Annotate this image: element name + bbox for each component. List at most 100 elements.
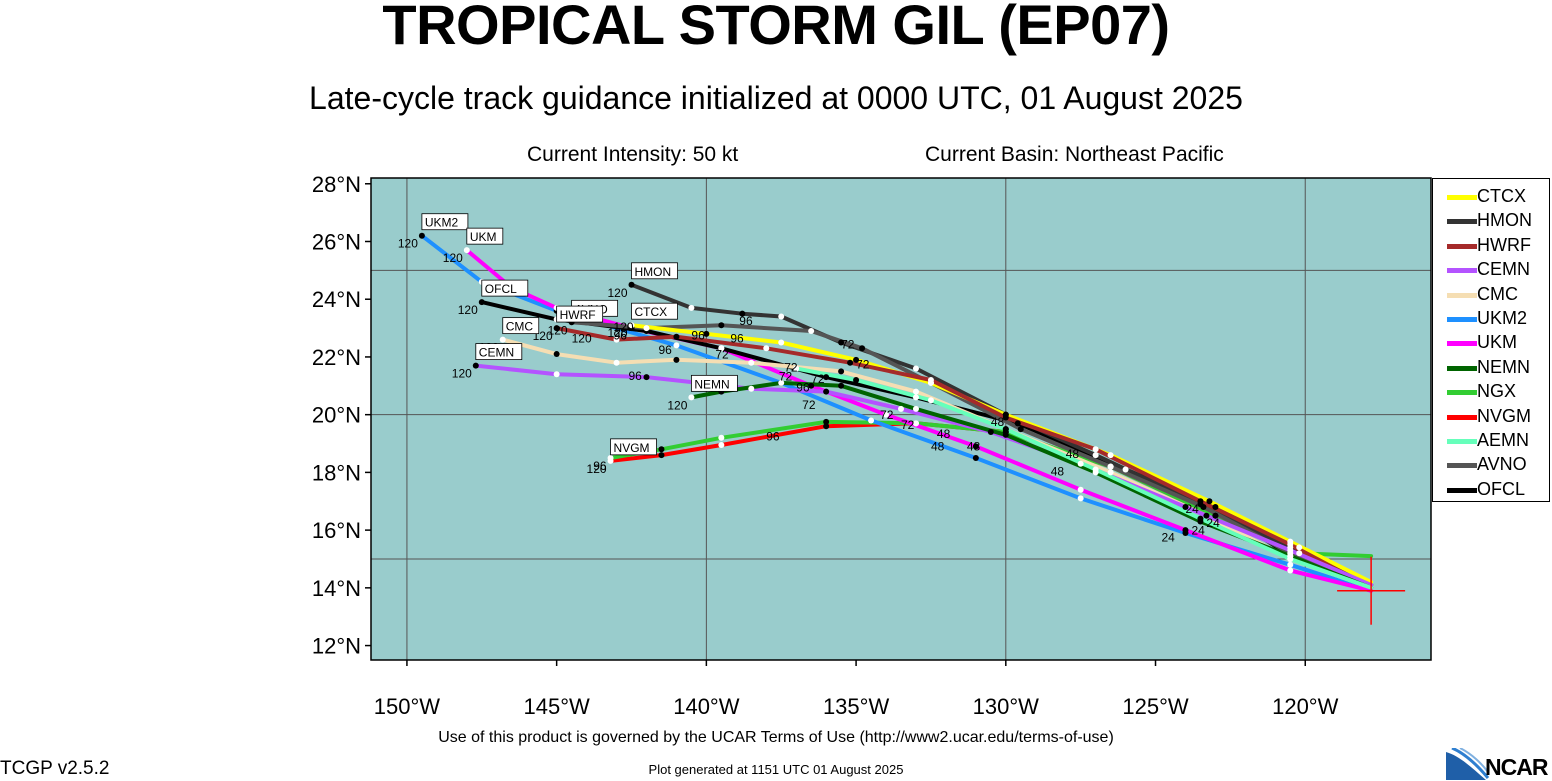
forecast-hour-label: 24 bbox=[1185, 502, 1199, 516]
forecast-hour-label: 96 bbox=[739, 314, 753, 328]
legend-label: UKM2 bbox=[1477, 308, 1528, 328]
track-point bbox=[478, 299, 485, 306]
track-point bbox=[1002, 431, 1009, 438]
track-point bbox=[1287, 547, 1294, 554]
plot-title: TROPICAL STORM GIL (EP07) bbox=[382, 0, 1170, 56]
forecast-hour-label: 72 bbox=[811, 372, 825, 386]
track-point bbox=[718, 434, 725, 441]
track-label-box bbox=[631, 262, 678, 280]
legend-swatch bbox=[1447, 268, 1477, 274]
track-label-box bbox=[475, 343, 523, 361]
legend-item-cemn: CEMN bbox=[1433, 258, 1551, 282]
track-point bbox=[628, 322, 635, 329]
lat-tick-label: 26°N bbox=[312, 229, 361, 254]
track-point bbox=[1287, 561, 1294, 568]
track-point bbox=[868, 417, 875, 424]
track-point bbox=[1122, 466, 1129, 473]
track-end-hour: 120 bbox=[667, 398, 687, 412]
forecast-hour-label: 72 bbox=[784, 360, 798, 374]
track-point bbox=[463, 247, 470, 254]
plot-generated-time: Plot generated at 1151 UTC 01 August 202… bbox=[648, 762, 904, 777]
track-label-box bbox=[502, 317, 540, 335]
track-point bbox=[972, 443, 979, 450]
track-point bbox=[1212, 504, 1219, 511]
forecast-hour-label: 48 bbox=[991, 415, 1005, 429]
track-point bbox=[853, 377, 860, 384]
lat-tick-label: 12°N bbox=[312, 634, 361, 659]
track-label-box bbox=[556, 305, 604, 323]
lat-tick-label: 22°N bbox=[312, 345, 361, 370]
track-point bbox=[1296, 544, 1303, 551]
track-label: OFCL bbox=[485, 282, 517, 296]
forecast-hour-label: 72 bbox=[901, 418, 915, 432]
track-point bbox=[1212, 512, 1219, 519]
legend-item-avno: AVNO bbox=[1433, 453, 1551, 477]
track-label: NVGM bbox=[614, 441, 650, 455]
track-aemn bbox=[794, 366, 1374, 590]
track-point bbox=[853, 356, 860, 363]
track-point bbox=[808, 382, 815, 389]
lon-tick-label: 140°W bbox=[673, 694, 740, 719]
track-point bbox=[823, 388, 830, 395]
track-ukm bbox=[464, 248, 1374, 593]
track-point bbox=[1107, 452, 1114, 459]
track-point bbox=[718, 322, 725, 329]
lat-tick-label: 14°N bbox=[312, 576, 361, 601]
track-point bbox=[1107, 463, 1114, 470]
model-legend: CTCX HMON HWRF CEMN CMC UKM2 UKM NEMN NGX NVGM AEM… bbox=[1432, 178, 1550, 502]
track-point bbox=[778, 313, 785, 320]
legend-swatch bbox=[1447, 341, 1477, 347]
track-point bbox=[1203, 512, 1210, 519]
legend-item-hmon: HMON bbox=[1433, 209, 1551, 233]
track-point bbox=[912, 420, 919, 427]
ncar-logo-text: NCAR bbox=[1485, 754, 1548, 780]
track-label-box bbox=[481, 279, 529, 297]
track-point bbox=[1002, 426, 1009, 433]
legend-item-hwrf: HWRF bbox=[1433, 234, 1551, 258]
track-point bbox=[613, 336, 620, 343]
lon-tick-label: 130°W bbox=[973, 694, 1040, 719]
track-point bbox=[808, 327, 815, 334]
track-point bbox=[613, 359, 620, 366]
track-point bbox=[748, 385, 755, 392]
forecast-hour-label: 96 bbox=[629, 369, 643, 383]
track-point bbox=[499, 336, 506, 343]
legend-swatch bbox=[1447, 317, 1477, 322]
forecast-hour-label: 48 bbox=[1051, 464, 1065, 478]
lat-tick-label: 16°N bbox=[312, 518, 361, 543]
track-point bbox=[912, 405, 919, 412]
track-point bbox=[1092, 452, 1099, 459]
track-point bbox=[838, 339, 845, 346]
forecast-hour-label: 48 bbox=[967, 440, 981, 454]
track-point bbox=[688, 394, 695, 401]
forecast-hour-label: 96 bbox=[796, 381, 810, 395]
track-point bbox=[1287, 567, 1294, 574]
legend-item-ngx: NGX bbox=[1433, 380, 1551, 404]
map-axes: 28°N 26°N 24°N 22°N 20°N 18°N 16°N 14°N 12°N 150°… bbox=[312, 172, 1339, 719]
track-label: UKM2 bbox=[425, 216, 459, 230]
track-point bbox=[673, 356, 680, 363]
track-label: NEMN bbox=[694, 377, 729, 391]
lon-tick-label: 120°W bbox=[1272, 694, 1339, 719]
legend-swatch bbox=[1447, 243, 1477, 249]
current-intensity: Current Intensity: 50 kt bbox=[527, 143, 739, 166]
legend-label: NVGM bbox=[1477, 405, 1531, 426]
track-point bbox=[912, 365, 919, 372]
track-point bbox=[972, 454, 979, 461]
track-point bbox=[673, 333, 680, 340]
ncar-logo-icon bbox=[1446, 748, 1490, 780]
legend-item-nvgm: NVGM bbox=[1433, 405, 1551, 429]
forecast-hour-label: 48 bbox=[1066, 447, 1080, 461]
track-point bbox=[763, 345, 770, 352]
track-point bbox=[1107, 469, 1114, 476]
legend-swatch bbox=[1447, 487, 1477, 493]
track-point bbox=[472, 362, 479, 369]
track-point bbox=[673, 342, 680, 349]
forecast-hour-label: 24 bbox=[1162, 531, 1176, 545]
forecast-hour-label: 72 bbox=[802, 398, 816, 412]
legend-swatch bbox=[1447, 390, 1477, 396]
legend-swatch bbox=[1447, 439, 1477, 444]
track-point bbox=[418, 232, 425, 239]
legend-label: CEMN bbox=[1477, 259, 1530, 280]
map-frame bbox=[370, 177, 1432, 661]
